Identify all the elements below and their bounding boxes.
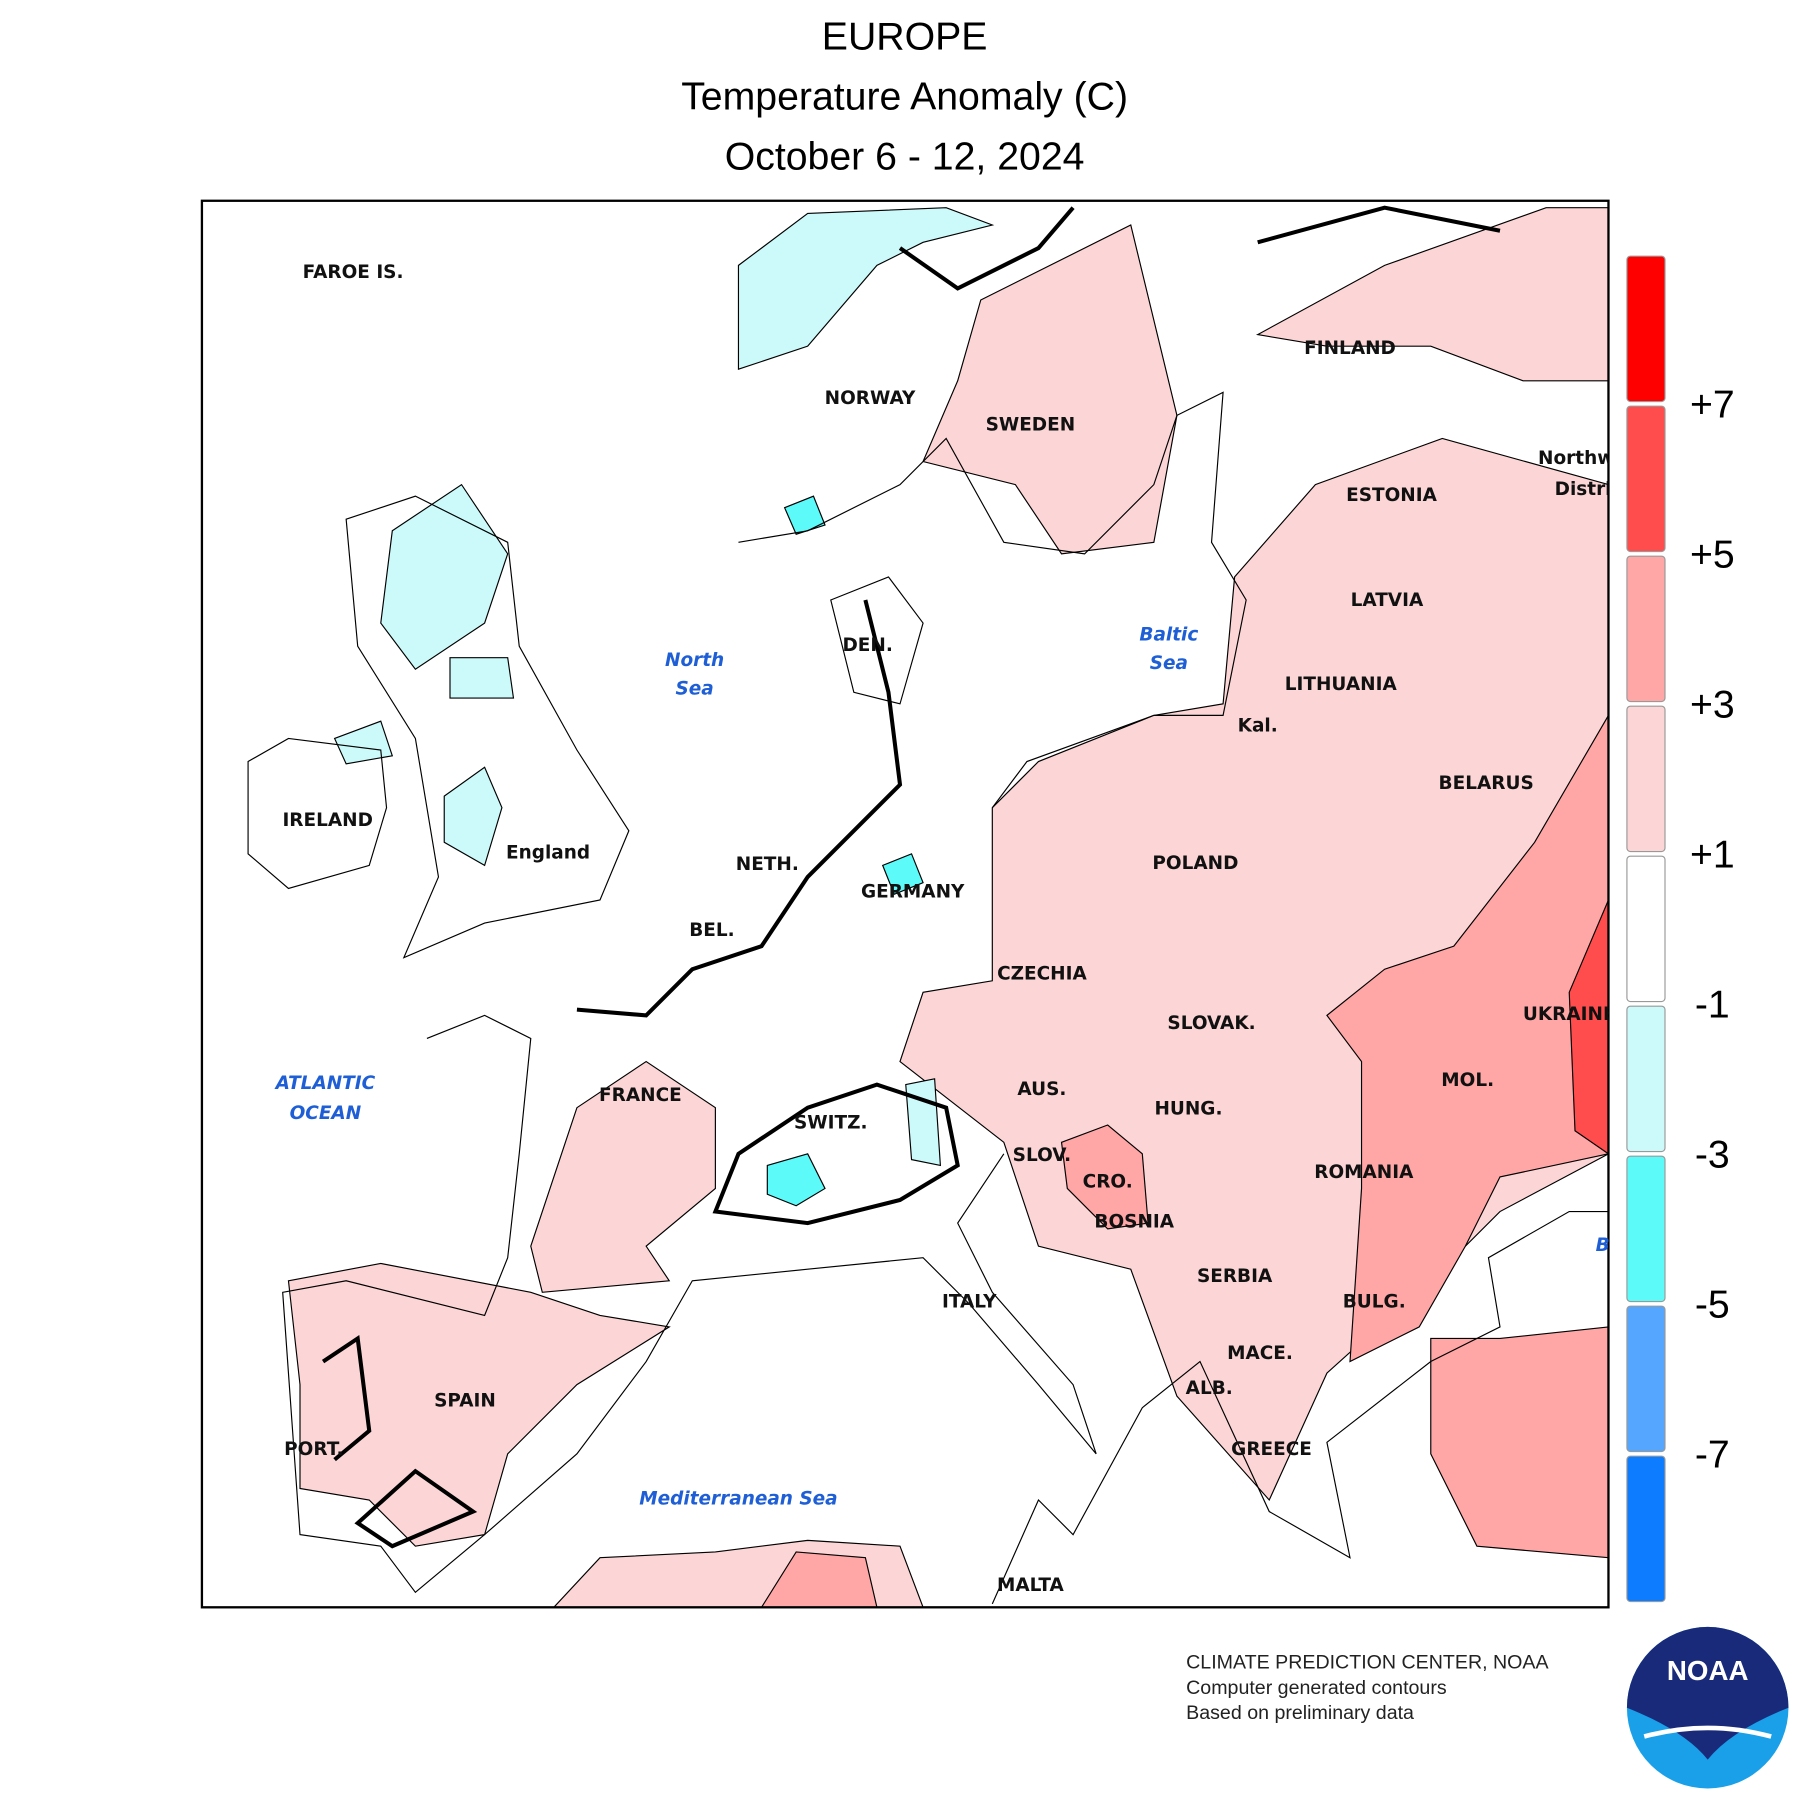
legend-label: -1 xyxy=(1695,983,1730,1027)
map-label: BELARUS xyxy=(1439,773,1534,794)
map-label: PORT. xyxy=(284,1439,343,1460)
map-label: HUNG. xyxy=(1154,1099,1222,1120)
legend-swatch xyxy=(1626,855,1666,1003)
map-label: DEN. xyxy=(842,635,892,656)
map-label: POLAND xyxy=(1152,853,1238,874)
legend-swatch xyxy=(1626,705,1666,853)
map-label: ROMANIA xyxy=(1314,1162,1414,1183)
map-label: IRELAND xyxy=(282,810,372,831)
map-label: FRANCE xyxy=(599,1085,682,1106)
legend-label: +5 xyxy=(1690,533,1735,577)
legend-swatch xyxy=(1626,405,1666,553)
map-label: BOSNIA xyxy=(1094,1212,1174,1233)
legend-label: +1 xyxy=(1690,833,1735,877)
sea-label: Sea xyxy=(675,679,713,700)
legend-swatch xyxy=(1626,255,1666,403)
legend-label: -3 xyxy=(1695,1133,1730,1177)
map-label: ITALY xyxy=(942,1291,997,1312)
map-label: Northw xyxy=(1538,448,1614,469)
map-label: SLOVAK. xyxy=(1167,1013,1255,1034)
map-area xyxy=(247,205,1609,1608)
credit-line: CLIMATE PREDICTION CENTER, NOAA xyxy=(1186,1651,1549,1673)
legend-label: +7 xyxy=(1690,383,1735,427)
map-label: UKRAINE xyxy=(1523,1004,1616,1025)
legend-swatch xyxy=(1626,1005,1666,1153)
legend-label: -5 xyxy=(1695,1283,1730,1327)
noaa-logo: NOAA xyxy=(1626,1626,1789,1789)
legend-label: +3 xyxy=(1690,683,1735,727)
map-label: SWEDEN xyxy=(986,414,1076,435)
map-labels: FAROE IS. NORWAY SWEDEN FINLAND Northw D… xyxy=(274,262,1616,1596)
map-label: MOL. xyxy=(1441,1070,1494,1091)
date: October 6 - 12, 2024 xyxy=(725,135,1085,179)
map-label: Kal. xyxy=(1238,716,1278,737)
map-frame xyxy=(200,199,1610,1609)
map-label: SWITZ. xyxy=(794,1112,868,1133)
sea-label: North xyxy=(665,650,724,671)
map-label: LATVIA xyxy=(1351,590,1424,611)
map-label: MACE. xyxy=(1227,1343,1293,1364)
credit-line: Computer generated contours xyxy=(1186,1677,1447,1699)
sea-label: Sea xyxy=(1150,653,1188,674)
legend: +7 +5 +3 +1 -1 -3 -5 -7 xyxy=(1626,255,1735,1603)
sea-label: ATLANTIC xyxy=(274,1073,376,1094)
map-label: FINLAND xyxy=(1304,338,1396,359)
map-label: BEL. xyxy=(689,920,734,941)
map-label: NETH. xyxy=(736,854,799,875)
map-label: SLOV. xyxy=(1013,1145,1072,1166)
map-label: England xyxy=(506,842,590,863)
map-label: ESTONIA xyxy=(1346,485,1437,506)
sea-label: Baltic xyxy=(1139,624,1198,645)
map-label: FAROE IS. xyxy=(303,262,404,283)
sea-label: OCEAN xyxy=(290,1103,362,1124)
map-label: NORWAY xyxy=(825,388,916,409)
map-label: SERBIA xyxy=(1197,1266,1273,1287)
legend-swatch xyxy=(1626,1455,1666,1603)
map-label: BULG. xyxy=(1343,1291,1406,1312)
legend-swatch xyxy=(1626,1155,1666,1303)
map-label: SPAIN xyxy=(434,1391,496,1412)
map-label: MALTA xyxy=(997,1575,1065,1596)
map-label: CRO. xyxy=(1083,1171,1133,1192)
subtitle: Temperature Anomaly (C) xyxy=(681,75,1128,119)
legend-swatch xyxy=(1626,1305,1666,1453)
map-label: CZECHIA xyxy=(997,964,1087,985)
map-label: LITHUANIA xyxy=(1285,674,1398,695)
credit-line: Based on preliminary data xyxy=(1186,1702,1414,1724)
legend-label: -7 xyxy=(1695,1433,1730,1477)
logo-text: NOAA xyxy=(1667,1655,1749,1686)
map-label: AUS. xyxy=(1017,1079,1066,1100)
map-label: GREECE xyxy=(1231,1439,1312,1460)
title: EUROPE xyxy=(822,15,988,59)
legend-swatch xyxy=(1626,555,1666,703)
map-label: Distri xyxy=(1555,479,1612,500)
sea-label: B xyxy=(1596,1235,1610,1256)
map-label: ALB. xyxy=(1186,1378,1233,1399)
map-label: GERMANY xyxy=(861,882,965,903)
sea-label: Mediterranean Sea xyxy=(639,1489,837,1510)
